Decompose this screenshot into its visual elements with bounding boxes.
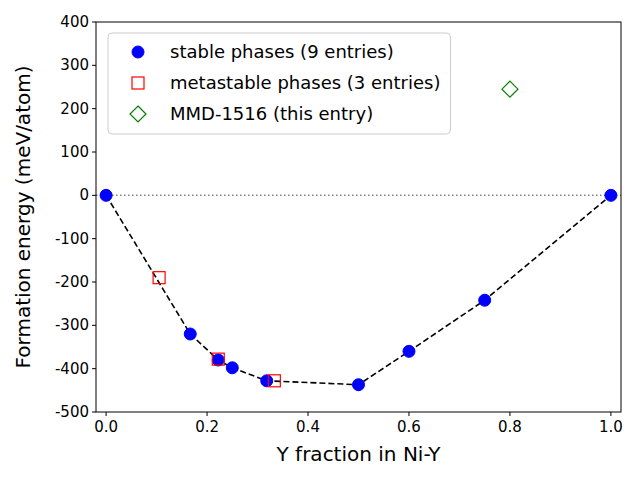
y-tick — [92, 368, 96, 369]
y-tick-label: -200 — [55, 273, 89, 291]
point — [353, 379, 365, 391]
point — [100, 189, 112, 201]
y-tick — [92, 108, 96, 109]
y-tick-label: -100 — [55, 230, 89, 248]
x-tick — [207, 412, 208, 416]
reference-line — [96, 195, 621, 197]
point — [479, 294, 491, 306]
point — [212, 353, 224, 365]
x-tick — [106, 412, 107, 416]
x-tick-label: 0.4 — [296, 418, 320, 436]
background — [0, 0, 640, 480]
point — [268, 375, 280, 387]
legend-box — [108, 33, 450, 134]
point — [403, 345, 415, 357]
y-tick — [92, 22, 96, 23]
y-tick-label: -500 — [55, 403, 89, 421]
point — [212, 354, 224, 366]
point — [184, 328, 196, 340]
y-tick-label: -300 — [55, 316, 89, 334]
legend-label: MMD-1516 (this entry) — [170, 103, 373, 124]
y-tick-label: -400 — [55, 360, 89, 378]
point — [153, 272, 165, 284]
x-tick — [509, 412, 510, 416]
y-tick — [92, 152, 96, 153]
legend-label: stable phases (9 entries) — [170, 41, 394, 62]
legend-label: metastable phases (3 entries) — [170, 72, 440, 93]
y-tick — [92, 238, 96, 239]
x-tick-label: 0.8 — [498, 418, 522, 436]
x-axis-label: Y fraction in Ni-Y — [276, 442, 442, 466]
legend-marker — [132, 46, 144, 58]
y-tick-label: 100 — [60, 143, 89, 161]
y-tick-label: 200 — [60, 100, 89, 118]
y-tick — [92, 412, 96, 413]
point — [502, 81, 518, 97]
y-tick — [92, 65, 96, 66]
y-tick — [92, 282, 96, 283]
point — [605, 189, 617, 201]
y-axis-label: Formation energy (meV/atom) — [11, 66, 35, 369]
legend: stable phases (9 entries) metastable phas… — [108, 33, 450, 134]
point — [261, 375, 273, 387]
x-tick-label: 0.0 — [94, 418, 118, 436]
x-tick-label: 1.0 — [599, 418, 623, 436]
x-tick — [610, 412, 611, 416]
y-tick — [92, 325, 96, 326]
chart: 0.0 0.2 0.4 0.6 0.8 1.0 -500 -400 -300 -200 -100 0 1… — [0, 0, 640, 480]
y-tick-label: 300 — [60, 56, 89, 74]
y-tick-label: 400 — [60, 13, 89, 31]
hull-line — [106, 195, 611, 384]
x-tick-label: 0.6 — [397, 418, 421, 436]
frame — [96, 22, 621, 412]
x-tick — [408, 412, 409, 416]
point — [226, 362, 238, 374]
legend-marker — [130, 106, 146, 122]
y-tick-label: 0 — [79, 186, 89, 204]
x-tick — [308, 412, 309, 416]
y-tick — [92, 195, 96, 196]
x-tick-label: 0.2 — [195, 418, 219, 436]
legend-marker — [132, 77, 144, 89]
